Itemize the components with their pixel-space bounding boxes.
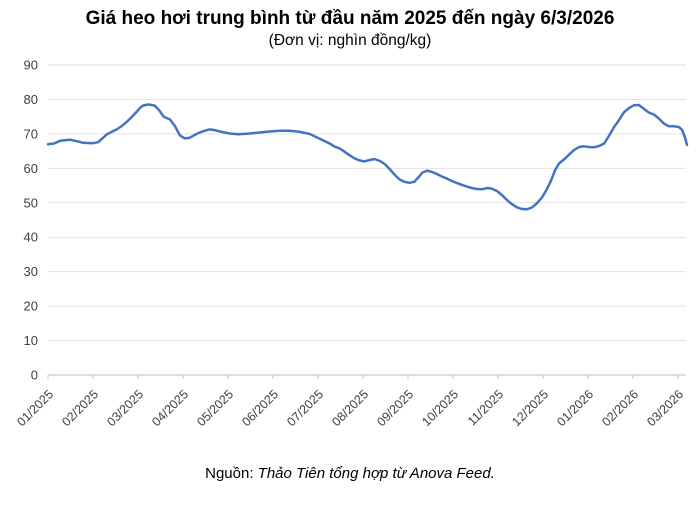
chart-unit-subtitle: (Đơn vị: nghìn đồng/kg) bbox=[268, 31, 432, 49]
svg-text:90: 90 bbox=[24, 57, 38, 72]
svg-text:02/2026: 02/2026 bbox=[599, 387, 641, 429]
x-axis-ticks bbox=[47, 374, 679, 379]
svg-text:11/2025: 11/2025 bbox=[465, 387, 506, 428]
svg-text:01/2025: 01/2025 bbox=[14, 387, 56, 429]
svg-text:04/2025: 04/2025 bbox=[149, 387, 191, 429]
svg-text:01/2026: 01/2026 bbox=[554, 387, 596, 429]
x-axis-labels: 01/2025 02/2025 03/2025 04/2025 05/2025 06/20… bbox=[14, 387, 686, 429]
source-label: Nguồn: bbox=[205, 464, 254, 482]
chart-title: Giá heo hơi trung bình từ đầu năm 2025 đ… bbox=[85, 8, 615, 29]
svg-text:70: 70 bbox=[24, 126, 38, 141]
source-text: Thảo Tiên tổng hợp từ Anova Feed. bbox=[257, 464, 495, 482]
y-axis-labels: 0 10 20 30 40 50 60 70 80 90 bbox=[24, 57, 38, 382]
svg-text:60: 60 bbox=[24, 161, 38, 176]
svg-text:07/2025: 07/2025 bbox=[284, 387, 326, 429]
svg-text:10: 10 bbox=[24, 333, 38, 348]
svg-text:05/2025: 05/2025 bbox=[194, 387, 236, 429]
svg-text:30: 30 bbox=[24, 264, 38, 279]
svg-text:10/2025: 10/2025 bbox=[419, 387, 461, 429]
svg-text:0: 0 bbox=[31, 367, 38, 382]
svg-text:12/2025: 12/2025 bbox=[509, 387, 551, 429]
svg-text:02/2025: 02/2025 bbox=[59, 387, 101, 429]
svg-text:08/2025: 08/2025 bbox=[329, 387, 371, 429]
svg-text:80: 80 bbox=[24, 92, 38, 107]
svg-text:09/2025: 09/2025 bbox=[374, 387, 416, 429]
svg-text:03/2025: 03/2025 bbox=[104, 387, 146, 429]
svg-text:20: 20 bbox=[24, 298, 38, 313]
gridlines bbox=[48, 64, 686, 341]
source-line: Nguồn: Thảo Tiên tổng hợp từ Anova Feed. bbox=[0, 465, 700, 482]
svg-text:06/2025: 06/2025 bbox=[239, 387, 281, 429]
price-line bbox=[46, 103, 689, 211]
svg-text:40: 40 bbox=[24, 229, 38, 244]
svg-text:03/2026: 03/2026 bbox=[644, 387, 686, 429]
hog-price-line-chart: 0 10 20 30 40 50 60 70 80 90 01/2025 02/2025 03/2025… bbox=[14, 57, 689, 429]
svg-text:50: 50 bbox=[24, 195, 38, 210]
